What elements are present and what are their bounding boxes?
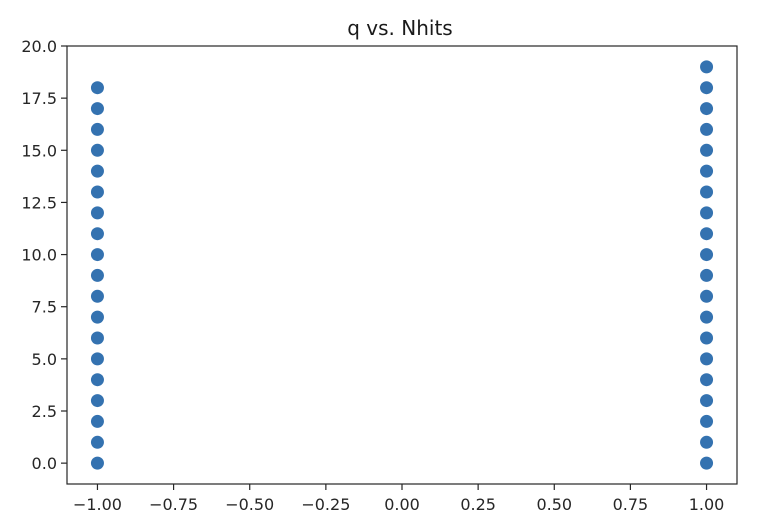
data-point <box>90 206 104 220</box>
data-point <box>90 227 104 241</box>
data-point <box>90 435 104 449</box>
data-point <box>90 248 104 262</box>
x-tick-label: 0.00 <box>384 495 420 514</box>
y-tick-label: 17.5 <box>21 89 57 108</box>
y-tick-label: 0.0 <box>32 454 57 473</box>
data-point <box>700 268 714 282</box>
data-point <box>700 414 714 428</box>
data-point <box>90 102 104 116</box>
data-point <box>90 289 104 303</box>
data-point <box>700 206 714 220</box>
data-point <box>90 394 104 408</box>
data-point <box>700 185 714 199</box>
x-axis-ticks: −1.00 −0.75 −0.50 −0.25 0.00 0.25 0.50 0.75 1.00 <box>73 484 724 514</box>
data-point <box>700 102 714 116</box>
y-tick-label: 15.0 <box>21 141 57 160</box>
data-point <box>90 414 104 428</box>
data-point <box>700 122 714 136</box>
data-point <box>700 81 714 95</box>
data-point <box>700 227 714 241</box>
data-point <box>700 394 714 408</box>
data-point <box>700 289 714 303</box>
data-points <box>90 60 714 470</box>
data-point <box>90 185 104 199</box>
data-point <box>700 310 714 324</box>
y-tick-label: 10.0 <box>21 246 57 265</box>
x-tick-label: −1.00 <box>73 495 122 514</box>
data-point <box>90 143 104 157</box>
x-tick-label: −0.50 <box>225 495 274 514</box>
data-point <box>700 352 714 366</box>
data-point <box>700 435 714 449</box>
data-point <box>90 310 104 324</box>
data-point <box>90 122 104 136</box>
plot-frame <box>66 45 738 485</box>
data-point <box>90 373 104 387</box>
x-tick-label: 1.00 <box>689 495 725 514</box>
data-point <box>90 81 104 95</box>
y-tick-label: 12.5 <box>21 193 57 212</box>
x-tick-label: −0.75 <box>149 495 198 514</box>
data-point <box>700 248 714 262</box>
y-tick-label: 2.5 <box>32 402 57 421</box>
data-point <box>90 352 104 366</box>
x-tick-label: 0.50 <box>536 495 572 514</box>
data-point <box>90 164 104 178</box>
y-tick-label: 20.0 <box>21 37 57 56</box>
x-tick-label: 0.75 <box>613 495 649 514</box>
data-point <box>700 373 714 387</box>
x-tick-label: −0.25 <box>301 495 350 514</box>
data-point <box>700 331 714 345</box>
data-point <box>90 456 104 470</box>
chart-title: q vs. Nhits <box>347 16 452 40</box>
data-point <box>700 60 714 74</box>
data-point <box>700 164 714 178</box>
data-point <box>700 456 714 470</box>
y-axis-ticks: 0.0 2.5 5.0 7.5 10.0 12.5 15.0 17.5 20.0 <box>21 37 67 473</box>
x-tick-label: 0.25 <box>460 495 496 514</box>
data-point <box>90 268 104 282</box>
data-point <box>700 143 714 157</box>
data-point <box>90 331 104 345</box>
y-tick-label: 7.5 <box>32 298 57 317</box>
y-tick-label: 5.0 <box>32 350 57 369</box>
